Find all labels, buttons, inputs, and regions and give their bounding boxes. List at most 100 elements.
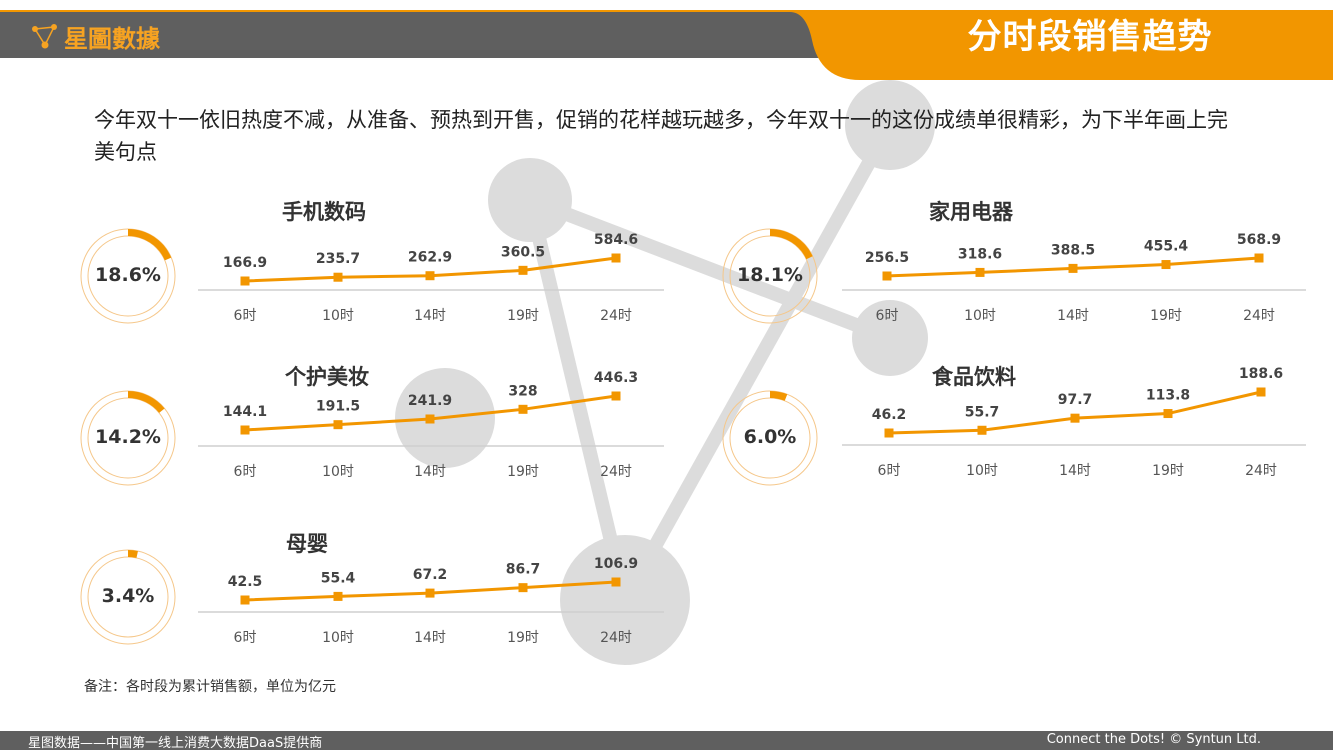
footer-left-text: 星图数据——中国第一线上消费大数据DaaS提供商: [28, 736, 323, 751]
data-point: [977, 425, 987, 435]
x-tick-label: 24时: [600, 630, 632, 646]
data-point: [240, 425, 250, 435]
data-label: 166.9: [223, 255, 267, 271]
x-tick-label: 10时: [322, 464, 354, 480]
data-point: [425, 271, 435, 281]
data-label: 106.9: [594, 556, 638, 572]
data-point: [240, 276, 250, 286]
x-tick-label: 10时: [966, 463, 998, 479]
share-value: 14.2%: [95, 426, 161, 448]
x-tick-label: 6时: [234, 630, 257, 646]
data-label: 262.9: [408, 250, 452, 266]
data-point: [1070, 413, 1080, 423]
data-label: 446.3: [594, 370, 638, 386]
data-point: [1256, 387, 1266, 397]
data-point: [240, 595, 250, 605]
share-arc: [769, 391, 788, 401]
chart-title: 家用电器: [929, 200, 1013, 224]
data-point: [518, 583, 528, 593]
x-tick-label: 10时: [322, 630, 354, 646]
chart-title: 食品饮料: [932, 365, 1016, 389]
data-label: 328: [508, 383, 537, 399]
data-label: 55.4: [321, 570, 356, 586]
header-bar: [0, 12, 860, 58]
header-accent-line: [0, 10, 1333, 13]
brand-logo: 星圖數據: [30, 16, 160, 56]
chart-title: 个护美妆: [285, 365, 369, 389]
x-tick-label: 14时: [414, 630, 446, 646]
share-ring: [722, 390, 818, 486]
data-point: [975, 267, 985, 277]
data-point: [333, 420, 343, 430]
share-arc: [127, 229, 172, 261]
data-label: 241.9: [408, 393, 452, 409]
data-point: [333, 591, 343, 601]
share-value: 18.6%: [95, 264, 161, 286]
x-tick-label: 10时: [322, 308, 354, 324]
data-label: 86.7: [506, 562, 541, 578]
x-tick-label: 19时: [1152, 463, 1184, 479]
x-tick-label: 19时: [507, 630, 539, 646]
intro-text: 今年双十一依旧热度不减，从准备、预热到开售，促销的花样越玩越多，今年双十一的这份…: [94, 108, 1228, 164]
data-point: [518, 265, 528, 275]
footnote: 备注：各时段为累计销售额，单位为亿元: [84, 679, 336, 695]
share-arc: [127, 550, 138, 558]
data-label: 188.6: [1239, 366, 1283, 382]
data-point: [882, 271, 892, 281]
share-value: 18.1%: [737, 264, 803, 286]
data-label: 113.8: [1146, 388, 1190, 404]
data-point: [1254, 253, 1264, 263]
data-label: 256.5: [865, 250, 909, 266]
chart-title: 母婴: [286, 532, 328, 556]
data-point: [611, 577, 621, 587]
x-tick-label: 14时: [414, 464, 446, 480]
constellation-icon: [32, 24, 57, 49]
share-ring: [80, 549, 176, 645]
data-label: 568.9: [1237, 232, 1281, 248]
x-tick-label: 10时: [964, 308, 996, 324]
data-point: [1163, 409, 1173, 419]
share-value: 6.0%: [743, 426, 797, 448]
data-label: 388.5: [1051, 242, 1095, 258]
data-label: 67.2: [413, 567, 448, 583]
title-tab: [790, 12, 1333, 80]
footer-right-text: Connect the Dots! © Syntun Ltd.: [1046, 732, 1261, 747]
data-point: [611, 253, 621, 263]
share-value: 3.4%: [101, 585, 155, 607]
data-label: 55.7: [965, 404, 1000, 420]
x-tick-label: 6时: [876, 308, 899, 324]
brand-name: 星圖數據: [64, 24, 160, 53]
x-tick-label: 14时: [414, 308, 446, 324]
data-point: [425, 588, 435, 598]
data-label: 191.5: [316, 399, 360, 415]
x-tick-label: 19时: [507, 464, 539, 480]
data-label: 360.5: [501, 244, 545, 260]
data-point: [884, 428, 894, 438]
data-label: 97.7: [1058, 392, 1093, 408]
x-tick-label: 19时: [507, 308, 539, 324]
data-label: 46.2: [872, 407, 907, 423]
data-label: 318.6: [958, 246, 1002, 262]
x-tick-label: 24时: [1243, 308, 1275, 324]
data-point: [333, 272, 343, 282]
data-label: 584.6: [594, 232, 638, 248]
x-tick-label: 14时: [1059, 463, 1091, 479]
data-label: 144.1: [223, 404, 267, 420]
data-label: 235.7: [316, 251, 360, 267]
data-point: [518, 404, 528, 414]
share-ring: [722, 228, 818, 324]
page-title: 分时段销售趋势: [967, 17, 1213, 57]
share-arc: [769, 229, 813, 260]
data-point: [1161, 260, 1171, 270]
share-ring: [80, 390, 176, 486]
x-tick-label: 24时: [600, 308, 632, 324]
data-label: 455.4: [1144, 239, 1189, 255]
x-tick-label: 14时: [1057, 308, 1089, 324]
x-tick-label: 19时: [1150, 308, 1182, 324]
data-point: [611, 391, 621, 401]
